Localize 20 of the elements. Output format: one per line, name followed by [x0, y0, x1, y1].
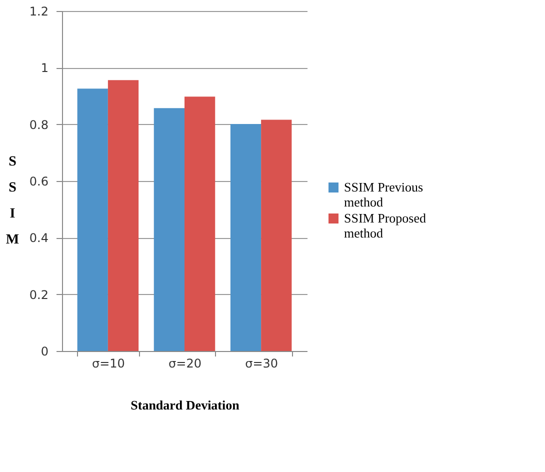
- legend-label: SSIM Proposed method: [344, 210, 426, 240]
- x-axis-title: Standard Deviation: [130, 398, 240, 412]
- y-tick-label: 0: [40, 344, 48, 358]
- y-tick-label: 1: [40, 61, 48, 76]
- y-axis-title: SSIM: [6, 154, 20, 248]
- y-tick-label: 0.4: [29, 231, 48, 246]
- x-tick-label: σ=30: [245, 356, 278, 370]
- y-tick-label: 0.6: [29, 174, 48, 188]
- bar: [154, 108, 184, 351]
- bar: [230, 124, 262, 351]
- bar: [184, 96, 216, 351]
- y-tick-label: 1.2: [29, 4, 48, 18]
- y-tick-label: 0.2: [29, 288, 48, 302]
- bar: [261, 120, 292, 351]
- y-tick-label: 0.8: [29, 118, 48, 132]
- x-tick-label: σ=10: [92, 356, 125, 370]
- bar: [77, 88, 108, 351]
- x-tick-label: σ=20: [168, 356, 202, 370]
- bar: [108, 80, 139, 351]
- legend-label: SSIM Previous method: [344, 180, 424, 210]
